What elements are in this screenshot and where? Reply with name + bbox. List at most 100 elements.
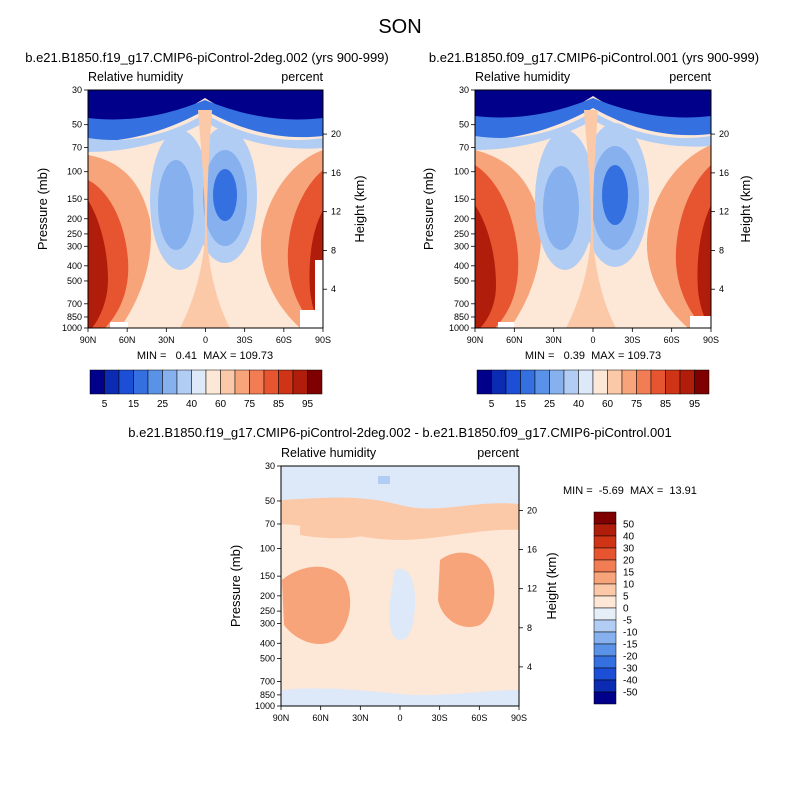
latitude-tick-label: 90N [273, 713, 290, 723]
colorbar-box [694, 369, 710, 395]
height-tick-label: 8 [331, 245, 336, 255]
colorbar-label: 5 [489, 399, 495, 410]
pressure-tick-label: 700 [67, 299, 82, 309]
latitude-tick-label: 90N [80, 335, 97, 345]
colorbar-box [263, 369, 279, 395]
panel-a-height-label: Height (km) [352, 175, 367, 242]
panel-c-plot-area [281, 466, 519, 706]
colorbar-label: 5 [623, 592, 629, 603]
colorbar-label: 0 [623, 604, 629, 615]
latitude-tick-label: 30S [237, 335, 253, 345]
colorbar-label: 40 [623, 532, 635, 543]
colorbar-box [118, 369, 134, 395]
pressure-tick-label: 500 [260, 654, 275, 664]
pressure-tick-label: 250 [454, 229, 469, 239]
colorbar-box [176, 369, 192, 395]
panel-b-variable-label: Relative humidity [475, 70, 571, 84]
colorbar-box [249, 369, 265, 395]
panel-b-colorbar: 5 15 25 40 60 75 85 95 [476, 369, 710, 410]
panel-a-pressure-label: Pressure (mb) [35, 168, 50, 250]
panel-a-latitude-axis: 90N 60N 30N 0 30S 60S 90S [80, 328, 331, 345]
latitude-tick-label: 60S [664, 335, 680, 345]
latitude-tick-label: 0 [397, 713, 402, 723]
panel-c-latitude-axis: 90N 60N 30N 0 30S 60S 90S [273, 706, 527, 723]
latitude-tick-label: 90S [511, 713, 527, 723]
height-tick-label: 20 [527, 505, 537, 515]
latitude-tick-label: 30S [432, 713, 448, 723]
colorbar-label: 60 [215, 399, 227, 410]
colorbar-box [534, 369, 550, 395]
pressure-tick-label: 150 [67, 194, 82, 204]
panel-c-pressure-label: Pressure (mb) [228, 545, 243, 627]
panel-a-variable-label: Relative humidity [88, 70, 184, 84]
colorbar-box [133, 369, 149, 395]
pressure-tick-label: 400 [260, 638, 275, 648]
latitude-tick-label: 0 [203, 335, 208, 345]
pressure-tick-label: 100 [454, 167, 469, 177]
colorbar-box [592, 369, 608, 395]
panel-a: b.e21.B1850.f19_g17.CMIP6-piControl-2deg… [25, 50, 389, 410]
colorbar-label: -5 [623, 616, 632, 627]
latitude-tick-label: 60S [276, 335, 292, 345]
colorbar-label: 75 [244, 399, 256, 410]
colorbar-box [593, 595, 617, 609]
colorbar-label: 85 [273, 399, 285, 410]
colorbar-box [505, 369, 521, 395]
height-tick-label: 12 [331, 207, 341, 217]
panel-b-pressure-label: Pressure (mb) [421, 168, 436, 250]
colorbar-label: 20 [623, 556, 635, 567]
pressure-tick-label: 1000 [62, 323, 82, 333]
colorbar-label: 30 [623, 544, 635, 555]
colorbar-box [593, 571, 617, 585]
pressure-tick-label: 150 [260, 571, 275, 581]
colorbar-box [476, 369, 492, 395]
colorbar-box [607, 369, 623, 395]
colorbar-box [205, 369, 221, 395]
pressure-tick-label: 850 [67, 312, 82, 322]
height-tick-label: 20 [331, 129, 341, 139]
colorbar-box [593, 619, 617, 633]
latitude-tick-label: 30N [158, 335, 175, 345]
latitude-tick-label: 60N [312, 713, 329, 723]
colorbar-label: 50 [623, 520, 635, 531]
pressure-tick-label: 100 [67, 167, 82, 177]
colorbar-box [665, 369, 681, 395]
colorbar-label: 25 [544, 399, 556, 410]
colorbar-box [593, 655, 617, 669]
colorbar-box [220, 369, 236, 395]
colorbar-box [593, 667, 617, 681]
latitude-tick-label: 60S [471, 713, 487, 723]
latitude-tick-label: 60N [506, 335, 523, 345]
latitude-tick-label: 60N [119, 335, 136, 345]
height-tick-label: 4 [331, 284, 336, 294]
pressure-tick-label: 250 [260, 606, 275, 616]
panel-a-colorbar: 5 15 25 40 60 75 85 95 [89, 369, 323, 410]
colorbar-box [593, 691, 617, 705]
height-tick-label: 8 [719, 245, 724, 255]
colorbar-label: 60 [602, 399, 614, 410]
colorbar-label: 5 [102, 399, 108, 410]
panel-c: b.e21.B1850.f19_g17.CMIP6-piControl-2deg… [128, 425, 697, 723]
colorbar-box [234, 369, 250, 395]
panel-b-latitude-axis: 90N 60N 30N 0 30S 60S 90S [467, 328, 719, 345]
colorbar-box [89, 369, 105, 395]
colorbar-box [278, 369, 294, 395]
pressure-tick-label: 1000 [449, 323, 469, 333]
pressure-tick-label: 1000 [255, 701, 275, 711]
pressure-tick-label: 70 [265, 519, 275, 529]
panel-b-title: b.e21.B1850.f09_g17.CMIP6-piControl.001 … [429, 50, 759, 65]
colorbar-label: 15 [128, 399, 140, 410]
colorbar-label: 15 [623, 568, 635, 579]
height-tick-label: 12 [719, 207, 729, 217]
colorbar-box [191, 369, 207, 395]
panel-a-plot-area [88, 90, 323, 328]
panel-c-height-label: Height (km) [544, 552, 559, 619]
height-tick-label: 16 [719, 168, 729, 178]
height-tick-label: 16 [331, 168, 341, 178]
colorbar-label: -40 [623, 676, 638, 687]
latitude-tick-label: 90N [467, 335, 484, 345]
colorbar-label: -50 [623, 688, 638, 699]
pressure-tick-label: 150 [454, 194, 469, 204]
pressure-tick-label: 100 [260, 543, 275, 553]
latitude-tick-label: 30N [545, 335, 562, 345]
